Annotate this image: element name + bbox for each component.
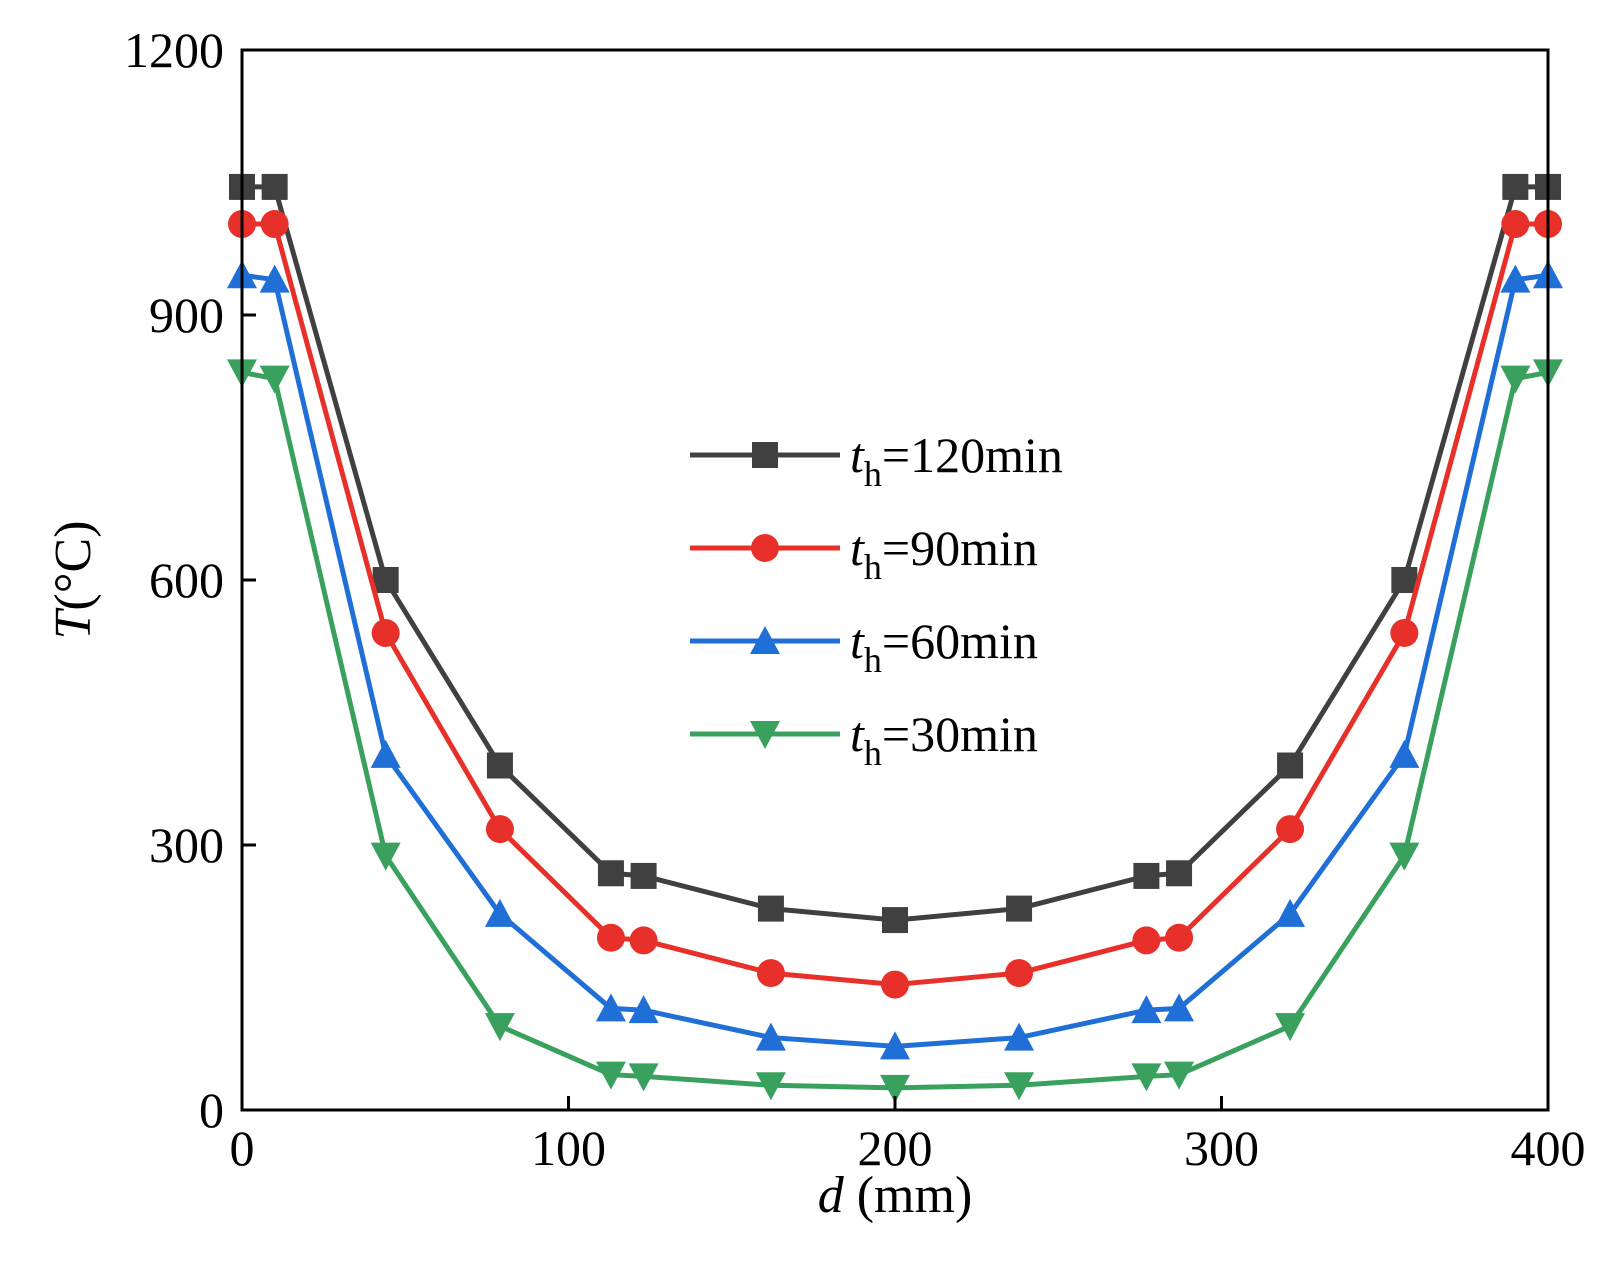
data-point-2-5 [628, 995, 659, 1024]
data-point-2-10 [1164, 993, 1195, 1022]
data-point-2-11 [1275, 898, 1306, 927]
data-point-1-3 [485, 815, 514, 844]
data-point-2-2 [370, 739, 401, 768]
data-point-1-6 [756, 959, 785, 988]
y-tick-label-0: 0 [199, 1082, 224, 1138]
data-point-1-7 [881, 970, 909, 999]
y-axis-label: T(°C) [45, 520, 102, 639]
data-point-0-9 [1133, 862, 1160, 889]
data-point-0-13 [1502, 173, 1529, 200]
x-axis-label: d (mm) [818, 1167, 973, 1224]
plot-frame [240, 48, 1550, 1112]
data-point-2-3 [484, 898, 515, 927]
data-point-2-8 [1004, 1022, 1035, 1051]
data-point-3-2 [370, 842, 401, 871]
data-point-3-3 [484, 1013, 515, 1042]
legend-marker-2 [750, 626, 780, 654]
x-axis-variable: d [818, 1167, 845, 1224]
data-point-1-8 [1005, 959, 1034, 988]
data-point-3-11 [1275, 1013, 1306, 1042]
data-point-0-8 [1006, 895, 1033, 922]
data-point-1-11 [1276, 815, 1305, 844]
legend-label-3: th=30min [850, 706, 1038, 773]
series-line-1 [242, 221, 1548, 988]
y-tick-label-2: 600 [149, 552, 224, 608]
data-point-0-1 [261, 173, 288, 200]
data-point-1-12 [1390, 619, 1419, 647]
data-point-3-10 [1164, 1061, 1195, 1090]
data-point-2-12 [1389, 739, 1420, 768]
data-point-3-1 [259, 365, 290, 394]
legend-marker-3 [750, 721, 780, 749]
data-point-2-6 [755, 1022, 786, 1051]
data-point-3-4 [595, 1061, 626, 1090]
data-point-3-13 [1500, 365, 1531, 394]
data-point-1-9 [1132, 926, 1161, 955]
data-point-3-12 [1389, 842, 1420, 871]
data-point-0-10 [1166, 860, 1193, 887]
data-point-1-10 [1165, 923, 1194, 952]
data-point-0-4 [597, 860, 624, 887]
y-axis-unit: (°C) [45, 520, 102, 610]
x-axis-unit: (mm) [844, 1167, 973, 1224]
series-2 [227, 260, 1563, 1060]
data-point-1-13 [1501, 210, 1530, 239]
data-point-1-5 [629, 926, 658, 955]
data-point-0-5 [630, 862, 657, 889]
legend-item-0: th=120min [690, 427, 1063, 494]
data-point-2-7 [880, 1031, 910, 1060]
legend: th=120min th=90min th=60min th=30min [690, 427, 1063, 773]
data-point-2-9 [1131, 995, 1162, 1024]
legend-item-1: th=90min [690, 520, 1038, 587]
legend-marker-1 [751, 534, 779, 562]
data-point-3-8 [1004, 1072, 1035, 1101]
data-point-3-6 [755, 1072, 786, 1101]
legend-item-2: th=60min [690, 613, 1038, 680]
x-tick-label-2: 200 [858, 1120, 933, 1176]
x-tick-label-1: 100 [531, 1120, 606, 1176]
data-point-0-11 [1277, 752, 1304, 779]
data-point-3-7 [880, 1074, 910, 1103]
legend-label-0: th=120min [850, 427, 1063, 494]
axis-ticks: 0 100 200 300 400 0 300 600 900 1200 [124, 22, 1586, 1176]
data-point-0-7 [882, 907, 908, 934]
data-point-2-4 [595, 993, 626, 1022]
legend-marker-0 [752, 442, 778, 468]
x-tick-label-3: 300 [1184, 1120, 1259, 1176]
series-0 [229, 173, 1561, 934]
data-point-1-2 [371, 619, 400, 647]
series-1 [228, 210, 1562, 999]
data-point-0-6 [757, 895, 784, 922]
legend-label-1: th=90min [850, 520, 1038, 587]
y-tick-label-4: 1200 [124, 22, 224, 78]
data-point-1-1 [260, 210, 289, 239]
y-tick-label-3: 900 [149, 287, 224, 343]
data-point-0-2 [372, 567, 399, 593]
x-tick-label-4: 400 [1511, 1120, 1586, 1176]
data-point-0-3 [486, 752, 513, 779]
data-point-0-12 [1391, 567, 1418, 593]
data-point-3-5 [628, 1063, 659, 1092]
data-point-1-4 [596, 923, 625, 952]
legend-label-2: th=60min [850, 613, 1038, 680]
data-point-2-1 [259, 264, 290, 293]
y-axis-variable: T [45, 608, 102, 640]
data-point-3-9 [1131, 1063, 1162, 1092]
x-tick-label-0: 0 [230, 1120, 255, 1176]
y-tick-label-1: 300 [149, 817, 224, 873]
legend-item-3: th=30min [690, 706, 1038, 773]
data-point-2-13 [1500, 264, 1531, 293]
